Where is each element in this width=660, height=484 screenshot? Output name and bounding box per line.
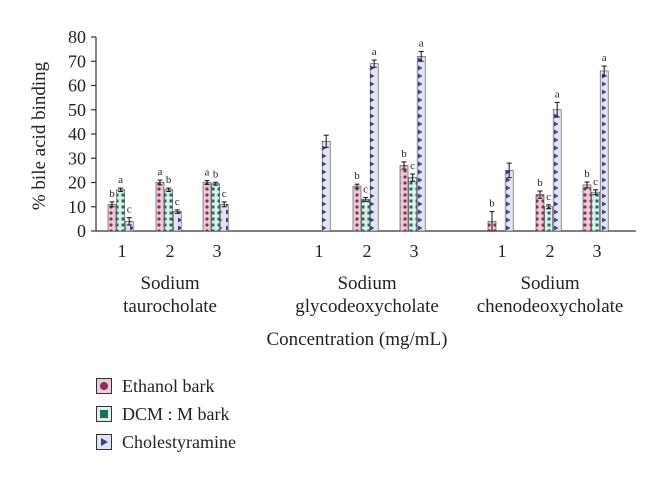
bar-ethanol [352,185,362,232]
significance-letter: c [546,191,551,203]
bar-ethanol [107,204,117,232]
significance-letter: c [410,160,415,172]
legend-swatch-ethanol-bark [96,378,112,394]
bar-ethanol [155,182,165,232]
legend-label-dcm-m-bark: DCM : M bark [122,403,230,424]
legend-swatch-cholestyramine [96,434,112,450]
y-tick-label: 20 [68,173,86,193]
concentration-label: 2 [546,241,555,261]
bar-dcm [116,189,125,232]
concentration-label: 1 [498,241,507,261]
concentration-label: 2 [166,241,175,261]
legend-label-cholestyramine: Cholestyramine [122,431,236,452]
concentration-label: 1 [118,241,127,261]
legend-item-dcm-m-bark: DCM : M bark [96,400,236,428]
significance-letter: c [593,176,598,188]
y-tick-label: 70 [68,51,86,71]
significance-letter: a [158,166,163,178]
bar-dcm [591,191,600,232]
bar-chol [552,109,562,232]
group-name-label: taurocholate [123,296,217,317]
significance-letter: a [205,167,210,179]
group-name-label: chenodeoxycholate [477,296,624,317]
bar-chol [172,211,182,232]
y-ticks: 0 10 20 30 40 50 60 70 80 [68,27,96,241]
legend-label-ethanol-bark: Ethanol bark [122,375,215,396]
bar-chol [321,140,331,232]
group-name-label: glycodeoxycholate [295,296,439,317]
y-axis-title: % bile acid binding [29,61,50,210]
concentration-label: 3 [213,241,222,261]
bar-chol [504,170,514,232]
significance-letter: c [222,188,227,200]
legend-swatch-dcm-m-bark [96,406,112,422]
bar-dcm [361,199,370,232]
group-name-label: Sodium [140,273,199,294]
significance-letter: b [109,188,115,200]
y-tick-label: 60 [68,76,86,96]
bar-dcm [211,183,220,232]
bar-dcm [164,189,173,232]
significance-letter: b [166,174,172,186]
significance-letter: a [602,52,607,64]
bar-ethanol [535,194,545,232]
legend-item-cholestyramine: Cholestyramine [96,428,236,456]
y-tick-label: 0 [77,221,86,241]
bar-chol [599,70,609,232]
significance-letter: b [213,168,219,180]
y-tick-label: 30 [68,148,86,168]
bar-ethanol [202,182,212,232]
bar-chol [369,63,379,232]
significance-letter: a [118,174,123,186]
bar-chol [416,56,426,232]
significance-letter: b [489,198,495,210]
x-axis-title: Concentration (mg/mL) [267,329,448,350]
bar-dcm [408,177,417,232]
concentration-label: 2 [363,241,372,261]
significance-letter: a [419,38,424,50]
significance-letter: b [584,168,590,180]
significance-letter: b [401,148,407,160]
significance-letter: c [175,196,180,208]
significance-letter: c [363,184,368,196]
bar-ethanol [399,165,409,232]
significance-letter: c [127,204,132,216]
significance-letter: b [354,170,360,182]
concentration-label: 1 [315,241,324,261]
significance-letter: a [555,88,560,100]
group-name-label: Sodium [337,273,396,294]
y-tick-label: 50 [68,100,86,120]
bar-dcm [544,206,553,232]
group-name-label: Sodium [520,273,579,294]
concentration-label: 3 [593,241,602,261]
bar-ethanol [582,184,592,232]
significance-letter: a [372,46,377,58]
legend-item-ethanol-bark: Ethanol bark [96,372,236,400]
legend: Ethanol bark DCM : M bark Cholestyramine [96,372,236,456]
bar-chol [219,204,229,232]
significance-letter: b [537,177,543,189]
y-tick-label: 80 [68,27,86,47]
y-tick-label: 40 [68,124,86,144]
y-tick-label: 10 [68,197,86,217]
concentration-label: 3 [410,241,419,261]
